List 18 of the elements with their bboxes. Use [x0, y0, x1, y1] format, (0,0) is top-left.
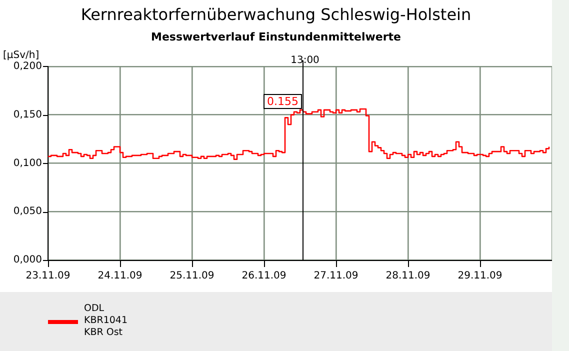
annotation: 0.155 — [267, 94, 299, 108]
chart-title: Kernreaktorfernüberwachung Schleswig-Holstein — [80, 4, 472, 24]
x-tick-label: 29.11.09 — [458, 270, 502, 282]
x-tick-label: 24.11.09 — [98, 270, 142, 282]
y-tick-label: 0,050 — [13, 206, 42, 218]
x-tick-label: 28.11.09 — [386, 270, 430, 282]
x-tick-label: 23.11.09 — [26, 270, 70, 282]
x-tick-label: 27.11.09 — [314, 270, 358, 282]
y-axis-title: [µSv/h] — [3, 50, 40, 61]
x-tick-label: 25.11.09 — [170, 270, 214, 282]
legend-label: ODL KBR1041 KBR Ost — [84, 303, 128, 339]
ref-line-label: 13:00 — [290, 54, 320, 66]
x-tick-label: 26.11.09 — [242, 270, 286, 282]
y-tick-label: 0,000 — [13, 254, 42, 266]
y-tick-label: 0,150 — [13, 109, 42, 120]
y-tick-label: 0,200 — [13, 60, 42, 72]
y-tick-label: 0,100 — [13, 158, 42, 169]
chart-subtitle: Messwertverlauf Einstundenmittelwerte — [151, 30, 401, 44]
